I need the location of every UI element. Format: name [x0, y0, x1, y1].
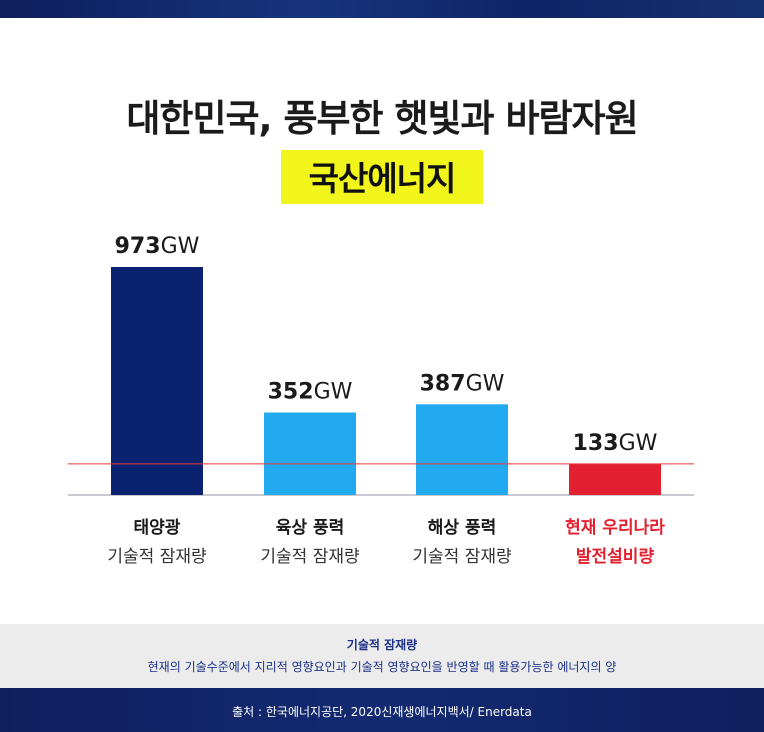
- definition-box: [0, 624, 764, 688]
- data-label-unit-4: GW: [619, 431, 658, 456]
- top-banner: [0, 0, 764, 18]
- data-label-value-2: 352: [268, 380, 314, 405]
- source-bar: [0, 688, 764, 732]
- category-label-3-line2: 기술적 잠재량: [412, 547, 512, 567]
- data-label-value-4: 133: [573, 431, 619, 456]
- bar-1: [111, 267, 203, 495]
- bar-2: [264, 412, 356, 495]
- page-subtitle-highlight: 국산에너지: [280, 150, 484, 204]
- category-label-1-line2: 기술적 잠재량: [107, 547, 207, 567]
- data-label-1: 973GW: [115, 234, 200, 259]
- definition-text: 현재의 기술수준에서 지리적 영향요인과 기술적 영향요인을 반영할 때 활용가…: [147, 660, 617, 674]
- data-label-4: 133GW: [573, 431, 658, 456]
- category-label-2-line1: 육상 풍력: [276, 518, 344, 538]
- data-label-unit-3: GW: [466, 371, 505, 396]
- category-label-2-line2: 기술적 잠재량: [260, 547, 360, 567]
- definition-title: 기술적 잠재량: [346, 638, 418, 652]
- data-label-unit-1: GW: [161, 234, 200, 259]
- bar-3: [416, 404, 508, 495]
- category-label-1-line1: 태양광: [134, 518, 181, 538]
- bar-4: [569, 463, 661, 495]
- category-label-4-line1: 현재 우리나라: [565, 518, 665, 538]
- source-text: 출처 : 한국에너지공단, 2020신재생에너지백서/ Enerdata: [232, 705, 532, 719]
- data-label-3: 387GW: [420, 371, 505, 396]
- page-title: 대한민국, 풍부한 햇빛과 바람자원: [126, 97, 638, 140]
- subtitle-wrap: 국산에너지: [0, 150, 764, 204]
- category-label-4-line2: 발전설비량: [576, 547, 655, 567]
- data-label-unit-2: GW: [314, 380, 353, 405]
- data-label-value-3: 387: [420, 371, 466, 396]
- category-label-3-line1: 해상 풍력: [428, 518, 496, 538]
- data-label-2: 352GW: [268, 380, 353, 405]
- data-label-value-1: 973: [115, 234, 161, 259]
